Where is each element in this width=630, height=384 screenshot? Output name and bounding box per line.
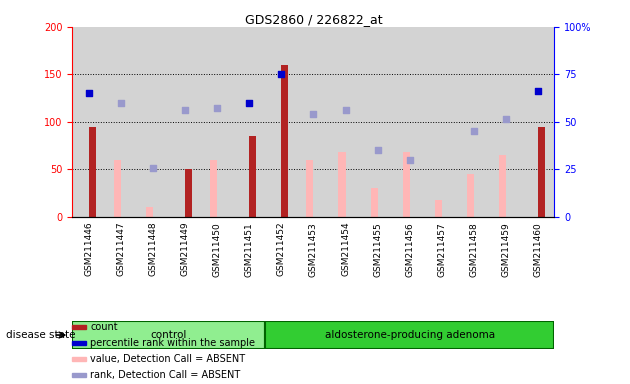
Point [340,106,350,113]
Bar [538,127,546,217]
Point [404,157,415,163]
Bar [72,341,86,345]
Bar [265,321,554,349]
Bar [210,160,217,217]
Point [501,116,511,122]
Bar [426,27,458,217]
Bar [105,27,137,217]
Text: rank, Detection Call = ABSENT: rank, Detection Call = ABSENT [91,370,241,380]
Bar [403,152,410,217]
Point [244,100,254,106]
Point [147,164,158,170]
Bar [72,374,86,377]
Point [533,88,543,94]
Bar [435,200,442,217]
Bar [297,27,329,217]
Bar [113,160,121,217]
Bar [458,27,490,217]
Point [180,106,190,113]
Bar [249,136,256,217]
Text: disease state: disease state [6,330,76,340]
Bar [88,127,96,217]
Bar [72,357,86,361]
Bar [499,155,507,217]
Bar [281,65,289,217]
Point [469,128,479,134]
Bar [137,27,169,217]
Bar [522,27,554,217]
Bar [265,27,297,217]
Bar [370,189,378,217]
Bar [338,152,345,217]
Title: GDS2860 / 226822_at: GDS2860 / 226822_at [244,13,382,26]
Bar [467,174,474,217]
Bar [72,27,105,217]
Bar [185,169,192,217]
Bar [306,160,313,217]
Text: aldosterone-producing adenoma: aldosterone-producing adenoma [324,330,495,340]
Bar [362,27,394,217]
Bar [72,321,265,349]
Point [372,147,382,154]
Bar [394,27,426,217]
Bar [233,27,265,217]
Bar [201,27,233,217]
Point [276,71,286,78]
Text: value, Detection Call = ABSENT: value, Detection Call = ABSENT [91,354,246,364]
Bar [169,27,201,217]
Text: control: control [151,330,187,340]
Text: percentile rank within the sample: percentile rank within the sample [91,338,256,348]
Bar [329,27,362,217]
Point [308,111,318,118]
Bar [146,207,152,217]
Bar [72,325,86,329]
Text: count: count [91,322,118,332]
Point [212,104,222,111]
Point [116,100,126,106]
Bar [490,27,522,217]
Point [83,90,94,96]
